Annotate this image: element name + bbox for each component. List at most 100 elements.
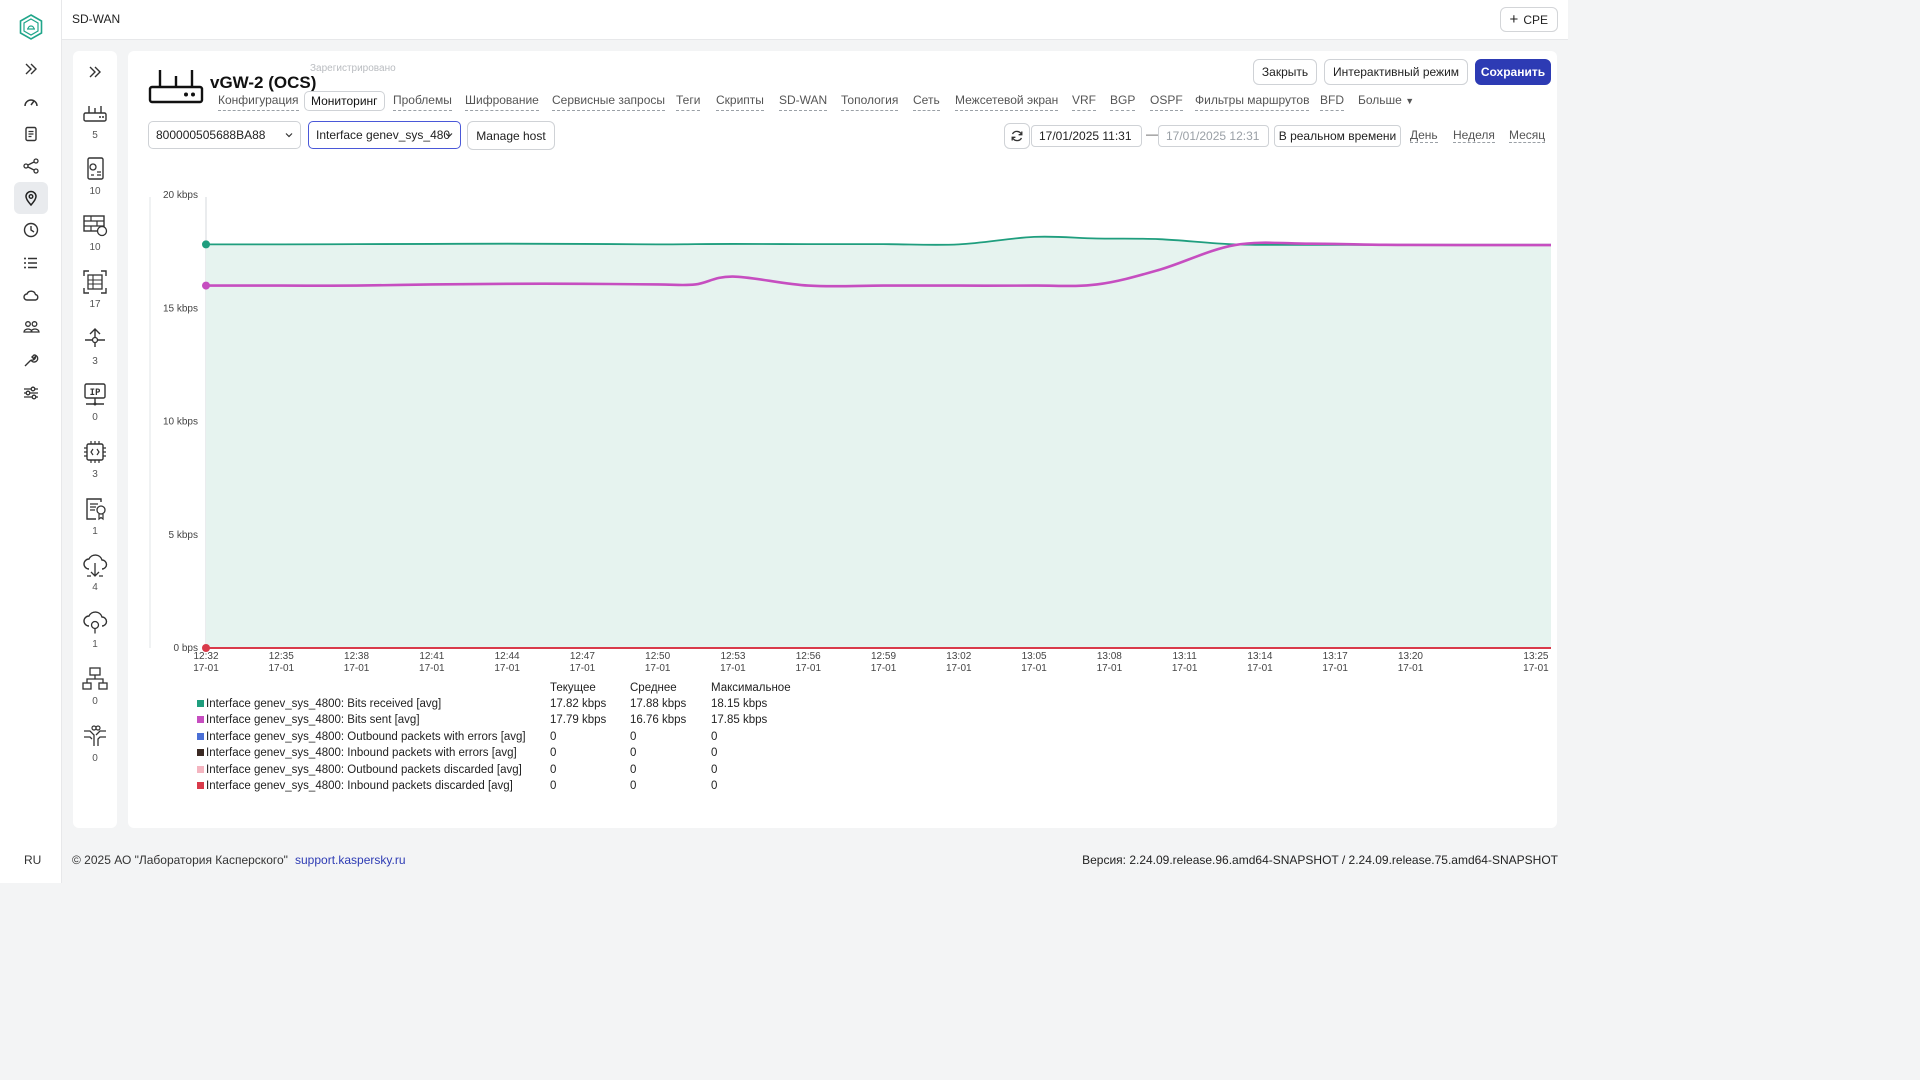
document-icon[interactable] [14, 118, 48, 150]
firewall-count: 10 [89, 242, 101, 253]
legend-value-current: 0 [550, 763, 557, 776]
svg-text:IP: IP [90, 388, 101, 398]
cloud-icon[interactable] [14, 279, 48, 311]
legend-item[interactable]: Interface genev_sys_4800: Inbound packet… [197, 780, 513, 792]
interactive-mode-button[interactable]: Интерактивный режим [1324, 59, 1468, 85]
refresh-button[interactable] [1004, 123, 1030, 149]
save-button[interactable]: Сохранить [1475, 59, 1551, 85]
registration-status: Зарегистрировано [310, 63, 396, 74]
sidebar-item-circuits[interactable]: 0 [73, 722, 117, 764]
sidebar-item-cloud-upload[interactable]: 1 [73, 608, 117, 650]
tab-bgp[interactable]: BGP [1110, 91, 1136, 111]
tab-sdwan[interactable]: SD-WAN [779, 91, 828, 111]
dashboard-icon[interactable] [14, 86, 48, 118]
tab-bfd[interactable]: BFD [1320, 91, 1344, 111]
sidebar-item-routers[interactable]: 5 [73, 99, 117, 141]
legend-header-current: Текущее [550, 682, 596, 694]
tab-monitoring[interactable]: Мониторинг [304, 91, 385, 111]
x-tick-time: 12:41 [419, 651, 444, 662]
legend-value-max: 0 [711, 730, 718, 743]
add-cpe-button[interactable]: + CPE [1499, 7, 1558, 32]
series-line-1 [206, 241, 1552, 288]
series-start-point-0 [202, 240, 210, 249]
tab-configuration[interactable]: Конфигурация [218, 91, 299, 111]
expand-icon[interactable] [14, 53, 48, 85]
tab-firewall[interactable]: Межсетевой экран [955, 91, 1059, 111]
period-month-link[interactable]: Месяц [1509, 128, 1546, 143]
legend-value-current: 0 [550, 730, 557, 743]
host-select[interactable]: 800000505688BA88 [148, 121, 301, 149]
location-icon[interactable] [14, 182, 48, 214]
manage-host-button[interactable]: Manage host [467, 121, 555, 150]
legend-item[interactable]: Interface genev_sys_4800: Inbound packet… [197, 747, 517, 759]
sidebar-item-branches[interactable]: 3 [73, 325, 117, 367]
tab-topology[interactable]: Топология [841, 91, 899, 111]
x-tick-time: 13:08 [1097, 651, 1122, 662]
grid-frame-icon [83, 270, 107, 294]
legend-series-name: Interface genev_sys_4800: Inbound packet… [206, 747, 517, 760]
tab-encryption[interactable]: Шифрование [465, 91, 539, 111]
certificate-icon [86, 498, 106, 521]
x-tick-date: 17-01 [268, 663, 294, 674]
support-link[interactable]: support.kaspersky.ru [295, 853, 406, 867]
x-tick-date: 17-01 [1398, 663, 1424, 674]
legend-value-avg: 17.88 kbps [630, 698, 687, 710]
share-icon[interactable] [14, 150, 48, 182]
tab-scripts[interactable]: Скрипты [716, 91, 764, 111]
x-tick-date: 17-01 [1021, 663, 1047, 674]
sidebar-item-certificates[interactable]: 1 [73, 495, 117, 537]
date-from-input[interactable]: 17/01/2025 11:31 [1031, 125, 1142, 147]
item-select[interactable]: Interface genev_sys_480 [308, 121, 461, 149]
legend-item[interactable]: Interface genev_sys_4800: Bits received … [197, 698, 441, 710]
x-tick-time: 12:32 [193, 651, 218, 662]
x-tick-date: 17-01 [570, 663, 596, 674]
tab-route-filters[interactable]: Фильтры маршрутов [1195, 91, 1310, 111]
tab-tags[interactable]: Теги [676, 91, 701, 111]
x-tick-date: 17-01 [871, 663, 897, 674]
period-week-link[interactable]: Неделя [1453, 128, 1495, 143]
legend-series-name: Interface genev_sys_4800: Bits sent [avg… [206, 714, 420, 727]
config-doc-icon [87, 157, 104, 180]
sidebar-item-ip[interactable]: IP 0 [73, 381, 117, 423]
wrench-icon[interactable] [14, 344, 48, 376]
tab-more[interactable]: Больше ▼ [1358, 91, 1414, 111]
tab-network[interactable]: Сеть [913, 91, 940, 111]
device-sections-sidebar: 5 10 10 17 3 IP 0 3 1 4 1 0 0 [73, 51, 117, 828]
chevron-down-icon [285, 133, 293, 138]
sidebar-item-cloud-download[interactable]: 4 [73, 551, 117, 593]
realtime-button[interactable]: В реальном времени [1274, 125, 1401, 147]
period-day-link[interactable]: День [1410, 128, 1438, 143]
series-start-point-1 [202, 281, 210, 290]
legend-item[interactable]: Interface genev_sys_4800: Bits sent [avg… [197, 714, 420, 726]
host-select-value: 800000505688BA88 [156, 128, 266, 142]
item-select-value: Interface genev_sys_480 [316, 128, 451, 142]
sidebar-expand-icon[interactable] [73, 63, 117, 81]
app-logo-icon[interactable] [17, 13, 45, 41]
legend-item[interactable]: Interface genev_sys_4800: Outbound packe… [197, 764, 522, 776]
x-tick-date: 17-01 [645, 663, 671, 674]
tab-problems[interactable]: Проблемы [393, 91, 452, 111]
add-cpe-label: CPE [1523, 12, 1548, 27]
cloud-download-icon [83, 554, 108, 577]
close-button[interactable]: Закрыть [1253, 59, 1317, 85]
x-tick-time: 13:11 [1172, 651, 1197, 662]
sidebar-item-network-tree[interactable]: 0 [73, 665, 117, 707]
tab-vrf[interactable]: VRF [1072, 91, 1096, 111]
language-switcher[interactable]: RU [24, 853, 42, 867]
sidebar-item-firewall[interactable]: 10 [73, 211, 117, 253]
sidebar-item-scripts[interactable]: 3 [73, 438, 117, 480]
clock-icon[interactable] [14, 214, 48, 246]
users-icon[interactable] [14, 311, 48, 343]
legend-swatch [197, 782, 204, 789]
sidebar-item-frames[interactable]: 17 [73, 268, 117, 310]
x-tick-time: 12:50 [645, 651, 670, 662]
date-to-input[interactable]: 17/01/2025 12:31 [1158, 125, 1269, 147]
tab-ospf[interactable]: OSPF [1150, 91, 1183, 111]
list-icon[interactable] [14, 247, 48, 279]
y-tick-label: 20 kbps [163, 190, 198, 201]
sidebar-item-configs[interactable]: 10 [73, 155, 117, 197]
refresh-icon [1011, 130, 1023, 142]
tab-service-requests[interactable]: Сервисные запросы [552, 91, 665, 111]
legend-item[interactable]: Interface genev_sys_4800: Outbound packe… [197, 731, 526, 743]
sliders-icon[interactable] [14, 377, 48, 409]
